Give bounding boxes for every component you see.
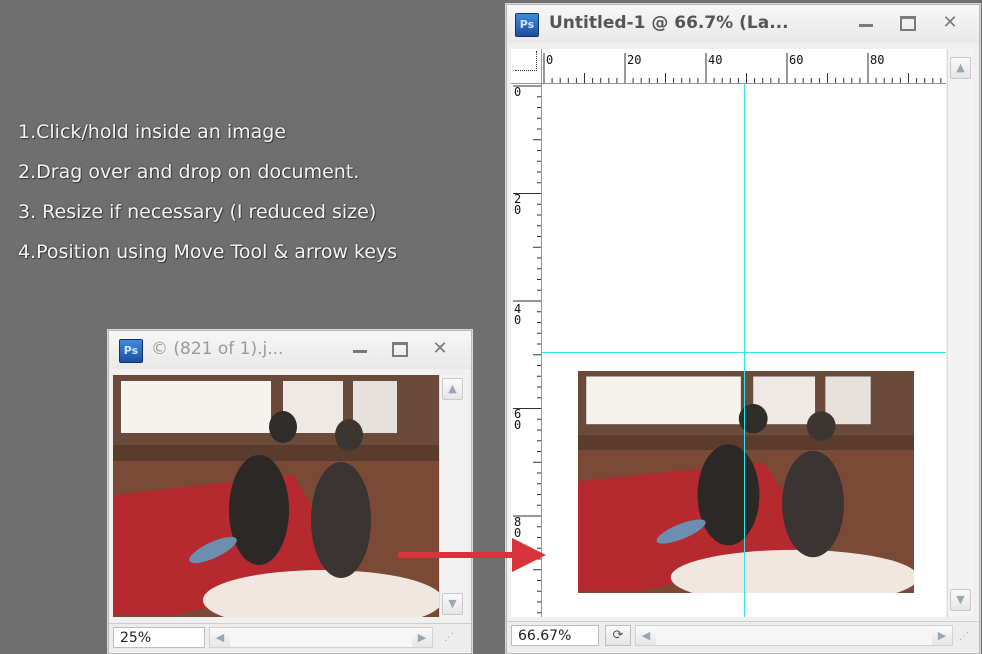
instruction-text: 1.Click/hold inside an image 2.Drag over… — [18, 112, 397, 272]
source-image-canvas[interactable] — [113, 375, 439, 617]
ruler-top-label: 60 — [789, 53, 804, 67]
source-image-window[interactable]: Ps © (821 of 1).j... ✕ ▲ ▼ 25% ◀ ▶ — [108, 330, 472, 654]
source-window-title: © (821 of 1).j... — [151, 339, 284, 359]
ruler-left-label: 4 0 — [514, 302, 522, 327]
instruction-step-1: 1.Click/hold inside an image — [18, 121, 287, 143]
cats-photo — [113, 375, 439, 617]
scroll-down-icon[interactable]: ▼ — [950, 589, 971, 611]
photoshop-app-icon: Ps — [119, 339, 143, 363]
ruler-origin[interactable] — [511, 49, 542, 84]
source-horizontal-scrollbar[interactable]: ◀ ▶ — [209, 627, 433, 648]
scroll-left-icon[interactable]: ◀ — [636, 626, 656, 645]
document-zoom-field[interactable]: 66.67% — [511, 625, 599, 646]
photoshop-app-icon: Ps — [515, 13, 539, 37]
instruction-step-2: 2.Drag over and drop on document. — [18, 161, 360, 183]
source-statusbar: 25% ◀ ▶ ⋰ — [109, 623, 471, 652]
ruler-top-label: 0 — [546, 53, 554, 67]
close-icon[interactable]: ✕ — [942, 12, 958, 33]
horizontal-ruler[interactable]: 0 20 40 60 80 — [542, 49, 950, 84]
ruler-left-label: 2 0 — [514, 192, 522, 217]
scroll-down-icon[interactable]: ▼ — [442, 593, 463, 615]
ruler-left-label: 6 0 — [514, 407, 522, 432]
instruction-step-3: 3. Resize if necessary (I reduced size) — [18, 201, 377, 223]
resize-grip-icon[interactable]: ⋰ — [959, 631, 969, 642]
scroll-right-icon[interactable]: ▶ — [932, 626, 952, 645]
cats-photo-copy — [578, 371, 914, 593]
horizontal-guide[interactable] — [542, 352, 946, 353]
source-vertical-scrollbar[interactable]: ▲ ▼ — [439, 375, 464, 617]
ruler-top-label: 40 — [708, 53, 723, 67]
source-zoom-field[interactable]: 25% — [113, 627, 205, 648]
document-titlebar[interactable]: Ps Untitled-1 @ 66.7% (La... ✕ — [507, 5, 979, 43]
source-titlebar[interactable]: Ps © (821 of 1).j... ✕ — [109, 331, 471, 369]
maximize-icon[interactable] — [387, 337, 413, 361]
scroll-right-icon[interactable]: ▶ — [412, 628, 432, 647]
instruction-step-4: 4.Position using Move Tool & arrow keys — [18, 241, 398, 263]
document-window-title: Untitled-1 @ 66.7% (La... — [549, 13, 789, 33]
resize-grip-icon[interactable]: ⋰ — [444, 632, 454, 643]
vertical-ruler[interactable]: 0 2 0 4 0 6 0 8 0 — [511, 84, 542, 624]
placed-cats-layer[interactable] — [578, 371, 914, 593]
ruler-left-label: 8 0 — [514, 515, 522, 540]
document-vertical-scrollbar[interactable]: ▲ ▼ — [947, 49, 974, 617]
document-window[interactable]: Ps Untitled-1 @ 66.7% (La... ✕ 0 20 40 6… — [506, 4, 980, 654]
document-horizontal-scrollbar[interactable]: ◀ ▶ — [635, 625, 953, 646]
close-icon[interactable]: ✕ — [432, 338, 448, 359]
rotate-view-icon[interactable]: ⟳ — [605, 625, 631, 646]
vertical-guide[interactable] — [744, 84, 745, 617]
document-statusbar: 66.67% ⟳ ◀ ▶ ⋰ — [507, 621, 979, 652]
horizontal-ruler-ticks — [543, 53, 950, 83]
scroll-left-icon[interactable]: ◀ — [210, 628, 230, 647]
scroll-up-icon[interactable]: ▲ — [950, 57, 971, 79]
maximize-icon[interactable] — [895, 11, 921, 35]
minimize-icon[interactable] — [347, 337, 373, 361]
ruler-top-label: 20 — [627, 53, 642, 67]
ruler-left-label: 0 — [514, 85, 522, 99]
minimize-icon[interactable] — [853, 11, 879, 35]
document-canvas[interactable] — [542, 84, 946, 617]
drag-arrow — [398, 538, 546, 572]
ruler-top-label: 80 — [870, 53, 885, 67]
scroll-up-icon[interactable]: ▲ — [442, 378, 463, 400]
